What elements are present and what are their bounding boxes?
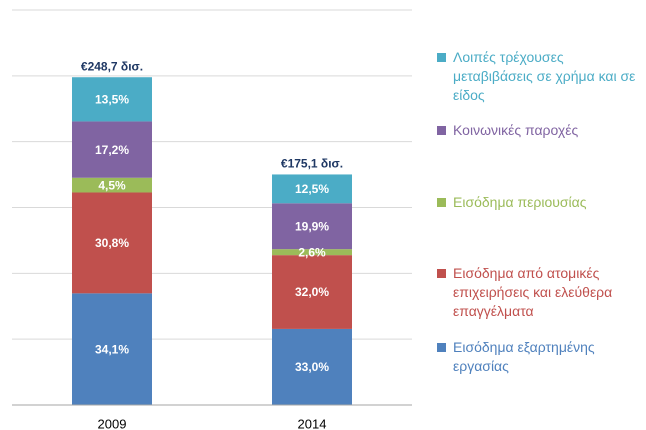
chart: 34,1% 30,8% 4,5% 17,2% 13,5% €248,7 δισ. 2009 3… xyxy=(12,9,412,430)
legend-swatch xyxy=(437,269,446,278)
bar-segment xyxy=(72,192,152,294)
bar-segment xyxy=(72,77,152,122)
total-label: €175,1 δισ. xyxy=(281,157,343,171)
value-label: 30,8% xyxy=(95,236,129,250)
value-label: 4,5% xyxy=(98,178,126,192)
total-label: €248,7 δισ. xyxy=(81,59,143,73)
bar-segment xyxy=(272,203,352,250)
bar-segment xyxy=(272,328,352,405)
legend-label: Κοινωνικές παροχές xyxy=(453,122,579,138)
bar-segment xyxy=(272,255,352,329)
bar-segment xyxy=(272,174,352,204)
bar-stack xyxy=(272,174,352,405)
legend-label: Εισόδημα εξαρτημένης εργασίας xyxy=(453,339,595,374)
legend-swatch xyxy=(437,343,446,352)
value-label: 33,0% xyxy=(295,360,329,374)
bar-segment xyxy=(72,177,152,193)
legend-label: Λοιπές τρέχουσες μεταβιβάσεις σε χρήμα κ… xyxy=(453,49,636,103)
legend-swatch xyxy=(437,126,446,135)
bar-segment xyxy=(72,121,152,178)
bar-segment xyxy=(72,293,152,405)
value-label: 34,1% xyxy=(95,342,129,356)
value-label: 2,6% xyxy=(298,245,326,259)
x-tick-label: 2009 xyxy=(98,416,127,430)
value-label: 17,2% xyxy=(95,143,129,157)
x-tick-label: 2014 xyxy=(298,416,327,430)
legend-label: Εισόδημα περιουσίας xyxy=(453,194,587,210)
legend-swatch xyxy=(437,198,446,207)
bar-stack xyxy=(72,77,152,405)
legend-swatch xyxy=(437,53,446,62)
value-label: 19,9% xyxy=(295,219,329,233)
bar-segment xyxy=(272,249,352,256)
legend-label: Εισόδημα από ατομικές επιχειρήσεις και ε… xyxy=(453,265,613,319)
value-label: 13,5% xyxy=(95,92,129,106)
value-label: 32,0% xyxy=(295,285,329,299)
value-label: 12,5% xyxy=(295,182,329,196)
